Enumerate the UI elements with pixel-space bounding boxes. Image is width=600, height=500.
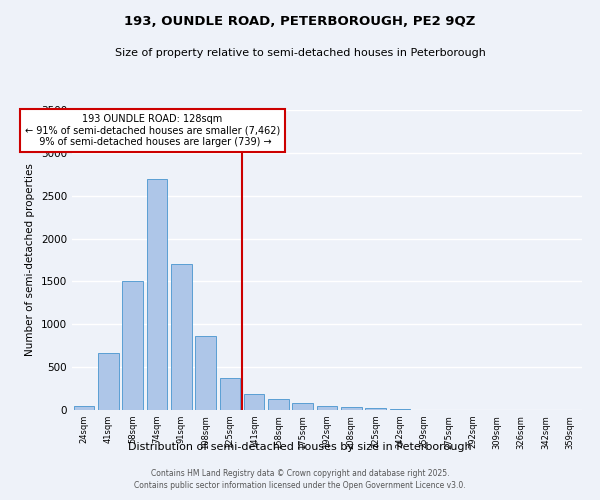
Bar (389, 409, 410, 410)
Bar (146, 178, 167, 410)
Bar (171, 264, 191, 410)
Bar (220, 378, 240, 410)
Y-axis label: Number of semi-detached properties: Number of semi-detached properties (25, 164, 35, 356)
Bar (292, 403, 313, 410)
Bar (195, 336, 216, 410)
Bar (365, 408, 386, 410)
Text: Contains public sector information licensed under the Open Government Licence v3: Contains public sector information licen… (134, 481, 466, 490)
Bar (244, 394, 265, 410)
Bar (98, 352, 119, 410)
Text: Distribution of semi-detached houses by size in Peterborough: Distribution of semi-detached houses by … (128, 442, 472, 452)
Bar (317, 406, 337, 410)
Bar (122, 282, 143, 410)
Text: Contains HM Land Registry data © Crown copyright and database right 2025.: Contains HM Land Registry data © Crown c… (151, 468, 449, 477)
Text: 193 OUNDLE ROAD: 128sqm
← 91% of semi-detached houses are smaller (7,462)
  9% o: 193 OUNDLE ROAD: 128sqm ← 91% of semi-de… (25, 114, 280, 148)
Bar (341, 408, 362, 410)
Bar (74, 406, 94, 410)
Text: 193, OUNDLE ROAD, PETERBOROUGH, PE2 9QZ: 193, OUNDLE ROAD, PETERBOROUGH, PE2 9QZ (124, 15, 476, 28)
Bar (268, 399, 289, 410)
Text: Size of property relative to semi-detached houses in Peterborough: Size of property relative to semi-detach… (115, 48, 485, 58)
